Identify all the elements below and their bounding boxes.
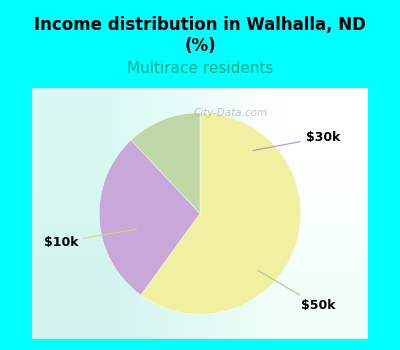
- Wedge shape: [99, 140, 200, 295]
- Text: Income distribution in Walhalla, ND: Income distribution in Walhalla, ND: [34, 16, 366, 34]
- Wedge shape: [141, 113, 301, 314]
- Text: $10k: $10k: [44, 229, 137, 249]
- Wedge shape: [131, 113, 200, 214]
- Text: $30k: $30k: [253, 131, 340, 150]
- Text: $50k: $50k: [258, 270, 335, 312]
- Text: Multirace residents: Multirace residents: [127, 61, 273, 76]
- Text: City-Data.com: City-Data.com: [193, 108, 267, 118]
- Text: (%): (%): [184, 37, 216, 55]
